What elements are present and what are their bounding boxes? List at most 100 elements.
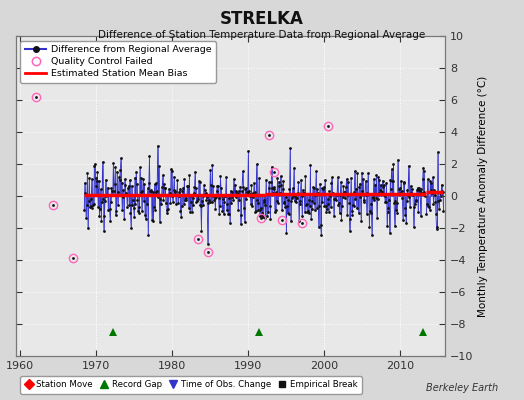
Point	[316, 222, 325, 228]
Point	[203, 241, 212, 247]
Point	[311, 192, 320, 198]
Point	[298, 220, 307, 226]
Point	[164, 192, 172, 198]
Point	[359, 198, 368, 205]
Point	[406, 204, 414, 210]
Point	[181, 195, 190, 201]
Point	[250, 189, 259, 195]
Point	[403, 186, 411, 193]
Point	[377, 182, 385, 188]
Point	[429, 174, 437, 180]
Point	[320, 184, 328, 190]
Point	[335, 200, 343, 206]
Point	[113, 168, 122, 175]
Point	[195, 179, 204, 186]
Point	[87, 196, 95, 202]
Point	[211, 195, 219, 201]
Point	[160, 185, 169, 191]
Point	[263, 191, 271, 197]
Point	[112, 212, 120, 218]
Point	[384, 209, 392, 215]
Point	[170, 174, 178, 180]
Point	[301, 173, 310, 180]
Point	[209, 193, 217, 200]
Point	[163, 210, 171, 216]
Point	[157, 192, 166, 198]
Point	[174, 200, 182, 206]
Point	[278, 217, 286, 223]
Point	[81, 180, 89, 186]
Point	[156, 196, 165, 202]
Point	[366, 207, 374, 214]
Point	[143, 201, 151, 208]
Point	[410, 224, 418, 230]
Point	[242, 185, 250, 191]
Point	[392, 200, 401, 206]
Point	[209, 183, 217, 189]
Point	[435, 206, 443, 212]
Point	[117, 155, 125, 161]
Point	[162, 200, 170, 206]
Point	[271, 207, 280, 214]
Point	[226, 219, 234, 226]
Point	[132, 169, 140, 175]
Point	[172, 200, 180, 207]
Point	[369, 194, 377, 201]
Point	[110, 188, 118, 194]
Point	[328, 174, 336, 180]
Point	[354, 210, 363, 216]
Point	[194, 236, 202, 242]
Point	[369, 176, 378, 182]
Point	[392, 207, 400, 213]
Point	[427, 187, 435, 193]
Y-axis label: Monthly Temperature Anomaly Difference (°C): Monthly Temperature Anomaly Difference (…	[478, 75, 488, 317]
Point	[223, 201, 232, 208]
Point	[126, 210, 135, 216]
Point	[225, 195, 234, 201]
Point	[250, 180, 258, 186]
Point	[128, 202, 137, 208]
Point	[313, 186, 322, 192]
Point	[141, 211, 149, 218]
Point	[151, 207, 159, 213]
Point	[397, 178, 405, 184]
Point	[289, 185, 297, 192]
Point	[396, 185, 404, 191]
Point	[408, 186, 416, 192]
Point	[238, 188, 246, 194]
Point	[433, 149, 442, 155]
Point	[138, 188, 147, 194]
Point	[336, 179, 345, 185]
Point	[193, 193, 202, 199]
Point	[232, 188, 241, 194]
Point	[324, 196, 332, 202]
Point	[420, 168, 428, 174]
Point	[360, 197, 368, 203]
Point	[230, 176, 238, 182]
Point	[417, 213, 425, 219]
Point	[165, 185, 173, 192]
Point	[362, 192, 370, 198]
Point	[91, 175, 100, 182]
Point	[86, 203, 95, 209]
Point	[274, 200, 282, 206]
Point	[166, 200, 174, 206]
Point	[264, 209, 272, 216]
Point	[353, 170, 362, 176]
Point	[135, 210, 144, 216]
Point	[92, 182, 101, 189]
Point	[422, 211, 431, 217]
Point	[288, 195, 296, 202]
Point	[283, 209, 292, 216]
Point	[220, 199, 228, 206]
Point	[226, 188, 235, 194]
Point	[244, 188, 252, 195]
Point	[159, 196, 168, 203]
Point	[252, 208, 260, 214]
Point	[368, 194, 377, 200]
Point	[301, 208, 309, 215]
Point	[402, 198, 411, 204]
Point	[345, 200, 353, 206]
Point	[130, 174, 139, 181]
Point	[223, 207, 231, 214]
